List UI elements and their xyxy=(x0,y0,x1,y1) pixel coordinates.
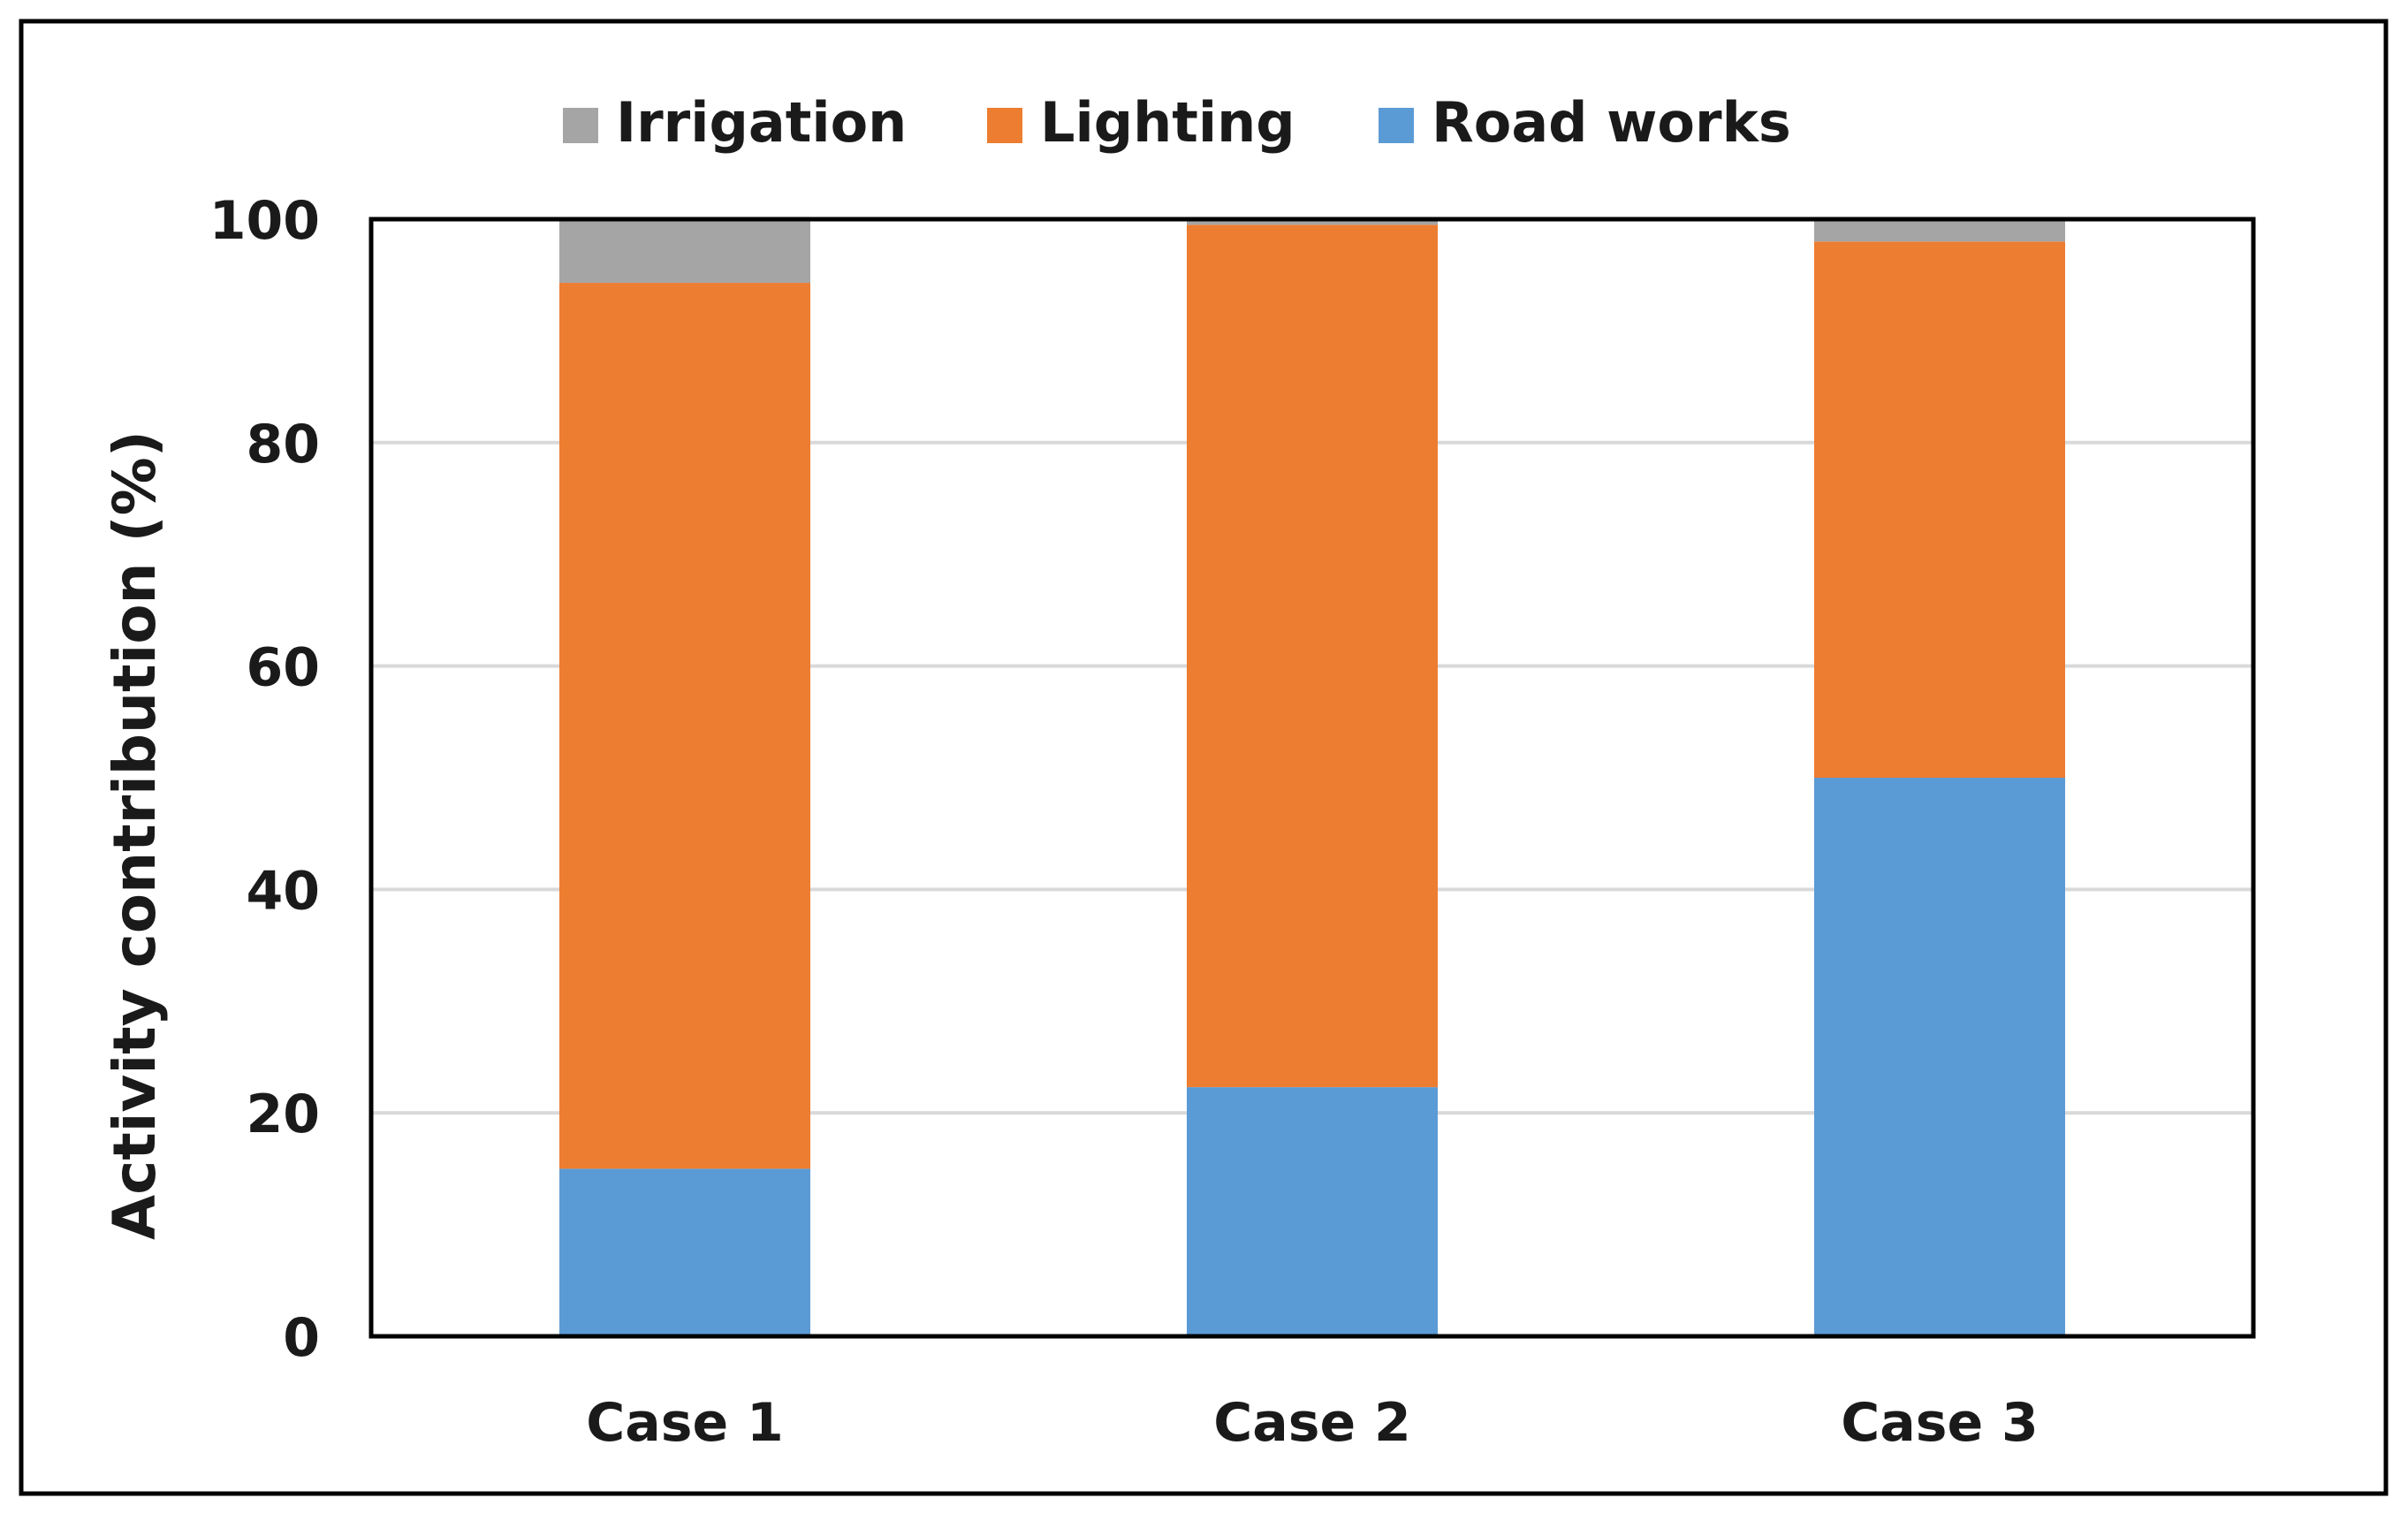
y-tick-label-60: 60 xyxy=(247,637,321,699)
bar-case-1-road-works xyxy=(559,1168,810,1336)
bar-case-2-irrigation xyxy=(1187,219,1438,225)
bar-case-3-road-works xyxy=(1814,778,2065,1336)
plot-area-border xyxy=(368,217,2256,1339)
legend-label-irrigation: Irrigation xyxy=(616,90,907,155)
y-axis-ticks: 0 20 40 60 80 100 xyxy=(209,190,320,1369)
y-tick-label-40: 40 xyxy=(247,860,321,922)
bar-case-3-lighting xyxy=(1814,241,2065,778)
y-tick-label-100: 100 xyxy=(209,190,320,252)
legend-label-road-works: Road works xyxy=(1432,90,1791,155)
x-axis-ticks: Case 1 Case 2 Case 3 xyxy=(586,1392,2039,1454)
x-tick-label-case-3: Case 3 xyxy=(1841,1392,2039,1454)
legend-swatch-lighting xyxy=(987,108,1022,143)
bar-case-2-road-works xyxy=(1187,1087,1438,1336)
x-tick-label-case-2: Case 2 xyxy=(1213,1392,1411,1454)
y-tick-label-20: 20 xyxy=(247,1084,321,1145)
bars xyxy=(559,219,2065,1336)
legend-label-lighting: Lighting xyxy=(1040,90,1295,155)
bar-case-1-irrigation xyxy=(559,219,810,284)
legend: Irrigation Lighting Road works xyxy=(563,90,1791,155)
y-tick-label-80: 80 xyxy=(247,414,321,475)
y-axis-label: Activity contribution (%) xyxy=(101,430,169,1240)
legend-swatch-road-works xyxy=(1379,108,1414,143)
bar-case-3-irrigation xyxy=(1814,219,2065,242)
y-tick-label-0: 0 xyxy=(283,1307,320,1369)
bar-case-2-lighting xyxy=(1187,224,1438,1088)
bar-case-1-lighting xyxy=(559,283,810,1169)
legend-swatch-irrigation xyxy=(563,108,598,143)
x-tick-label-case-1: Case 1 xyxy=(586,1392,784,1454)
